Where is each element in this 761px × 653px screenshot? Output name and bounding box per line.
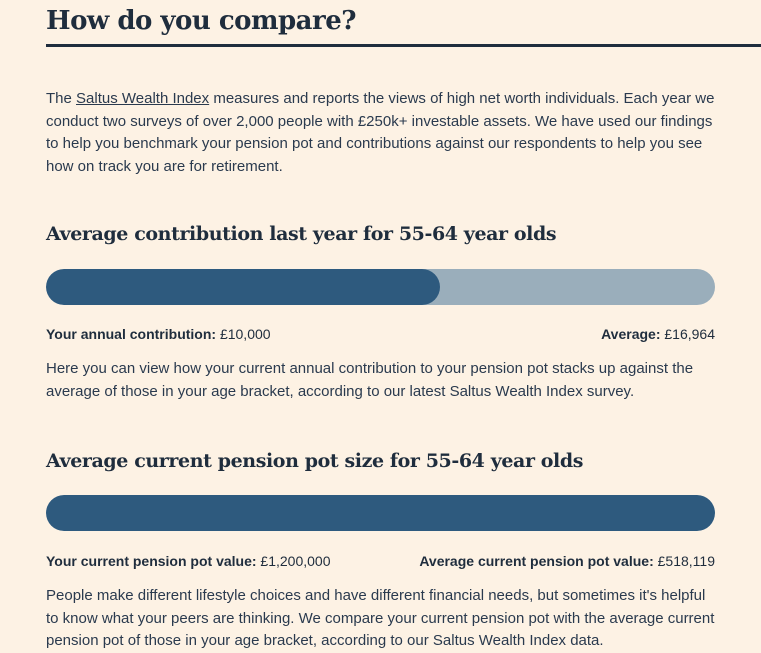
your-contribution: Your annual contribution: £10,000 bbox=[46, 325, 271, 343]
contribution-bar-fill bbox=[46, 269, 441, 305]
page-title: How do you compare? bbox=[46, 6, 357, 36]
contribution-comparison-bar bbox=[46, 269, 715, 305]
your-contribution-value: £10,000 bbox=[216, 326, 271, 342]
pension-pot-section-title: Average current pension pot size for 55-… bbox=[46, 450, 584, 472]
average-contribution: Average: £16,964 bbox=[601, 325, 715, 343]
average-pension-pot-value: £518,119 bbox=[653, 553, 715, 569]
average-pension-pot: Average current pension pot value: £518,… bbox=[419, 552, 715, 570]
main-content: How do you compare? The Saltus Wealth In… bbox=[46, 0, 761, 649]
pension-pot-description: People make different lifestyle choices … bbox=[46, 587, 715, 649]
your-pension-pot-label: Your current pension pot value: bbox=[46, 553, 257, 569]
contribution-bar-labels: Your annual contribution: £10,000 Averag… bbox=[46, 325, 715, 343]
pension-pot-bar-fill bbox=[46, 495, 715, 531]
your-contribution-label: Your annual contribution: bbox=[46, 326, 217, 342]
pension-pot-bar-labels: Your current pension pot value: £1,200,0… bbox=[46, 552, 715, 570]
saltus-wealth-index-link[interactable]: Saltus Wealth Index bbox=[76, 90, 210, 107]
average-pension-pot-label: Average current pension pot value: bbox=[419, 553, 654, 569]
contribution-section-title: Average contribution last year for 55-64… bbox=[46, 223, 557, 245]
intro-suffix: measures and reports the views of high n… bbox=[46, 90, 715, 175]
intro-paragraph: The Saltus Wealth Index measures and rep… bbox=[46, 88, 715, 178]
average-contribution-label: Average: bbox=[601, 326, 661, 342]
intro-prefix: The bbox=[46, 90, 77, 107]
average-contribution-value: £16,964 bbox=[660, 326, 715, 342]
title-divider bbox=[46, 44, 761, 47]
pension-pot-comparison-bar bbox=[46, 495, 715, 531]
your-pension-pot: Your current pension pot value: £1,200,0… bbox=[46, 552, 331, 570]
your-pension-pot-value: £1,200,000 bbox=[256, 553, 331, 569]
contribution-description: Here you can view how your current annua… bbox=[46, 360, 694, 400]
